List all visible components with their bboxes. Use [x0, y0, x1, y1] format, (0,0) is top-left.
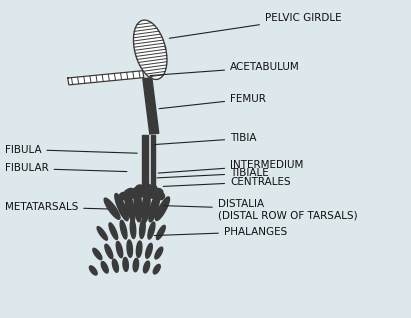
Circle shape [143, 184, 150, 190]
Text: CENTRALES: CENTRALES [163, 177, 291, 187]
Polygon shape [140, 219, 145, 238]
Polygon shape [136, 241, 142, 258]
Circle shape [120, 192, 129, 200]
Text: PELVIC GIRDLE: PELVIC GIRDLE [169, 13, 342, 38]
Polygon shape [149, 192, 160, 222]
Polygon shape [120, 220, 127, 239]
Text: FIBULA: FIBULA [5, 144, 137, 155]
Polygon shape [157, 225, 165, 239]
Polygon shape [97, 227, 107, 240]
Polygon shape [68, 71, 144, 85]
Circle shape [153, 189, 163, 196]
Polygon shape [127, 240, 132, 257]
Polygon shape [153, 265, 160, 274]
Text: TIBIALE: TIBIALE [157, 168, 269, 178]
Circle shape [127, 191, 137, 198]
Polygon shape [112, 259, 118, 272]
Polygon shape [151, 135, 155, 186]
Circle shape [146, 187, 156, 195]
Polygon shape [104, 198, 120, 219]
Circle shape [140, 186, 150, 194]
Text: METATARSALS: METATARSALS [5, 202, 108, 212]
Text: TIBIA: TIBIA [154, 134, 256, 145]
Circle shape [134, 190, 144, 197]
Text: ACETABULUM: ACETABULUM [150, 62, 300, 76]
Polygon shape [105, 244, 113, 259]
Polygon shape [101, 261, 108, 273]
Text: FEMUR: FEMUR [159, 94, 266, 109]
Polygon shape [130, 219, 136, 238]
Polygon shape [143, 78, 159, 134]
Circle shape [136, 185, 144, 191]
Polygon shape [93, 248, 102, 260]
Polygon shape [155, 197, 169, 220]
Polygon shape [134, 20, 167, 80]
Polygon shape [143, 261, 150, 273]
Circle shape [126, 189, 136, 196]
Circle shape [148, 185, 157, 191]
Polygon shape [90, 266, 97, 275]
Text: PHALANGES: PHALANGES [154, 227, 287, 237]
Polygon shape [115, 194, 128, 221]
Polygon shape [142, 189, 150, 222]
Polygon shape [155, 247, 163, 259]
Circle shape [148, 191, 158, 198]
Polygon shape [116, 241, 123, 258]
Polygon shape [145, 243, 152, 258]
Polygon shape [134, 189, 142, 222]
Text: INTERMEDIUM: INTERMEDIUM [158, 160, 303, 173]
Circle shape [142, 190, 151, 197]
Polygon shape [142, 135, 148, 186]
Circle shape [134, 187, 143, 195]
Text: DISTALIA
(DISTAL ROW OF TARSALS): DISTALIA (DISTAL ROW OF TARSALS) [163, 199, 358, 220]
Circle shape [155, 192, 164, 200]
Polygon shape [125, 190, 135, 221]
Polygon shape [148, 222, 155, 239]
Polygon shape [109, 223, 118, 239]
Text: FIBULAR: FIBULAR [5, 163, 127, 174]
Polygon shape [133, 259, 139, 272]
Polygon shape [123, 258, 128, 271]
